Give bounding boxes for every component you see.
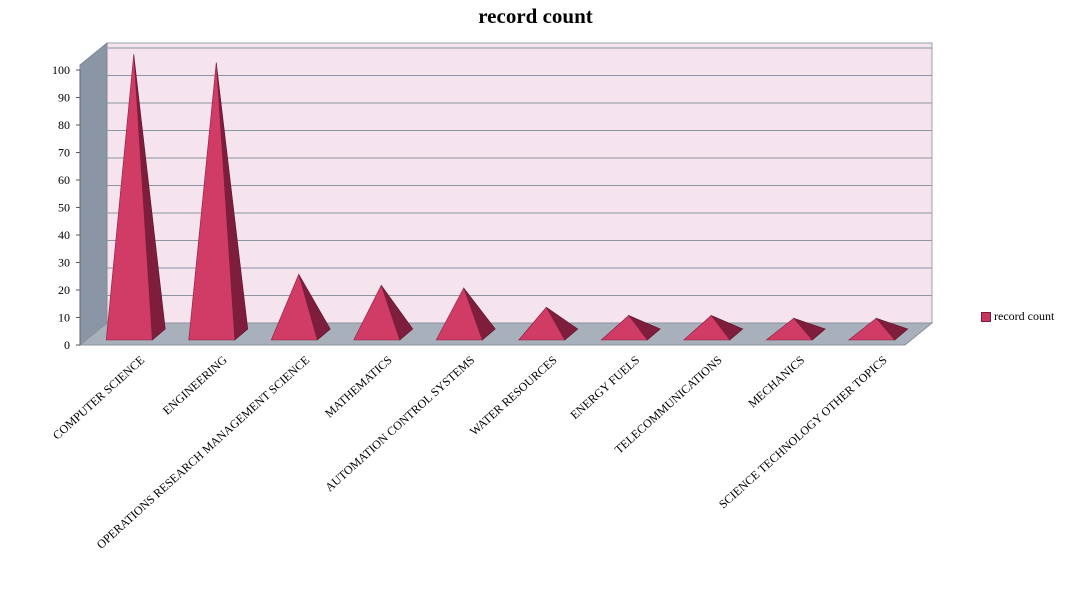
gridline-side xyxy=(79,267,108,291)
legend-swatch xyxy=(981,311,991,322)
bar xyxy=(188,62,249,341)
gridline-side xyxy=(79,185,108,208)
gridline-side xyxy=(79,47,108,71)
gridline-side xyxy=(79,295,108,318)
gridline-side xyxy=(79,130,108,153)
bar-front-face xyxy=(682,315,731,341)
bar xyxy=(847,317,909,341)
y-tick-label: 20 xyxy=(58,283,70,297)
y-tick-label: 100 xyxy=(52,63,70,77)
bar-front-face xyxy=(435,287,483,341)
y-tick-label: 0 xyxy=(64,338,70,352)
y-tick-label: 30 xyxy=(58,256,70,270)
x-tick-label: ENERGY FUELS xyxy=(568,353,643,422)
gridline-side xyxy=(79,102,108,126)
bar xyxy=(105,54,166,341)
bar-front-face xyxy=(765,317,813,341)
y-tick-label: 60 xyxy=(58,173,70,187)
bar-front-face xyxy=(600,315,648,341)
bar-front-face xyxy=(518,306,566,341)
legend-label: record count xyxy=(994,309,1055,323)
bar-front-face xyxy=(105,54,153,341)
gridline-side xyxy=(79,75,108,98)
chart-title: record count xyxy=(478,4,593,28)
gridline-side xyxy=(79,240,108,263)
x-tick-label: MATHEMATICS xyxy=(322,353,395,421)
bar-front-face xyxy=(847,317,896,341)
gridline-side xyxy=(79,157,108,181)
x-tick-label: MECHANICS xyxy=(745,353,807,411)
x-tick-label: SCIENCE TECHNOLOGY OTHER TOPICS xyxy=(716,353,890,511)
bar xyxy=(353,284,414,341)
y-tick-label: 80 xyxy=(58,118,70,132)
bar xyxy=(518,306,579,341)
y-tick-label: 40 xyxy=(58,228,70,242)
bar-front-face xyxy=(270,273,318,341)
x-tick-label: COMPUTER SCIENCE xyxy=(50,353,147,443)
bar-front-face xyxy=(353,284,401,341)
x-tick-label: WATER RESOURCES xyxy=(467,353,560,439)
bar xyxy=(600,314,661,341)
legend: record count xyxy=(981,309,1054,324)
gridline-side xyxy=(79,212,108,236)
bar xyxy=(435,287,496,341)
y-tick-label: 70 xyxy=(58,146,70,160)
y-tick-label: 50 xyxy=(58,201,70,215)
side-wall xyxy=(79,41,108,347)
x-tick-label: AUTOMATION CONTROL SYSTEMS xyxy=(322,353,477,495)
y-tick-label: 10 xyxy=(58,311,70,325)
bar xyxy=(765,317,826,341)
bar-front-face xyxy=(188,62,236,341)
x-tick-label: ENGINEERING xyxy=(160,353,230,418)
bar xyxy=(270,273,331,341)
bar xyxy=(682,314,744,341)
y-tick-label: 90 xyxy=(58,91,70,105)
